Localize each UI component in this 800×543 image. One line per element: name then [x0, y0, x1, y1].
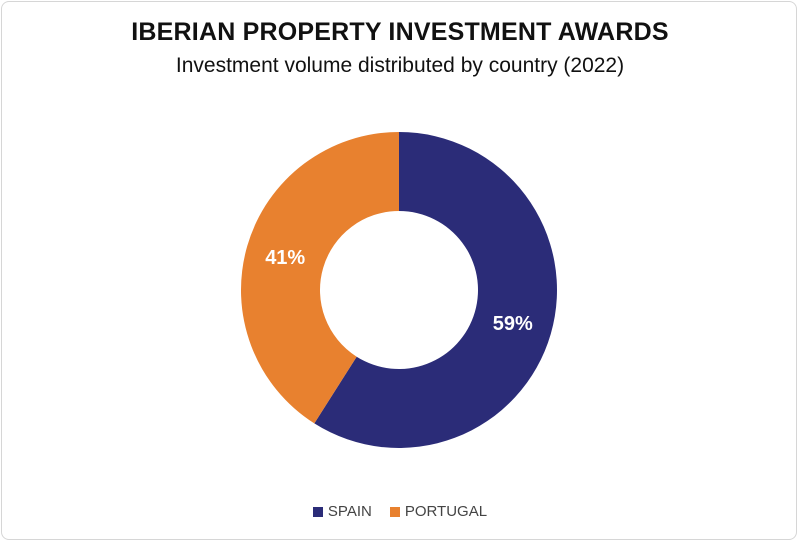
legend-item-portugal: PORTUGAL	[389, 503, 488, 520]
data-label-spain: 59%	[493, 313, 533, 335]
slice-portugal	[241, 132, 399, 424]
legend-swatch	[312, 506, 323, 517]
legend-label: PORTUGAL	[404, 503, 488, 520]
legend-swatch	[389, 506, 400, 517]
legend-label: SPAIN	[327, 503, 372, 520]
legend-item-spain: SPAIN	[312, 503, 372, 520]
data-label-portugal: 41%	[265, 247, 305, 269]
legend: SPAIN PORTUGAL	[0, 503, 800, 520]
chart-subtitle: Investment volume distributed by country…	[175, 54, 625, 77]
slice-spain	[314, 132, 557, 448]
chart-title: IBERIAN PROPERTY INVESTMENT AWARDS	[131, 18, 669, 46]
